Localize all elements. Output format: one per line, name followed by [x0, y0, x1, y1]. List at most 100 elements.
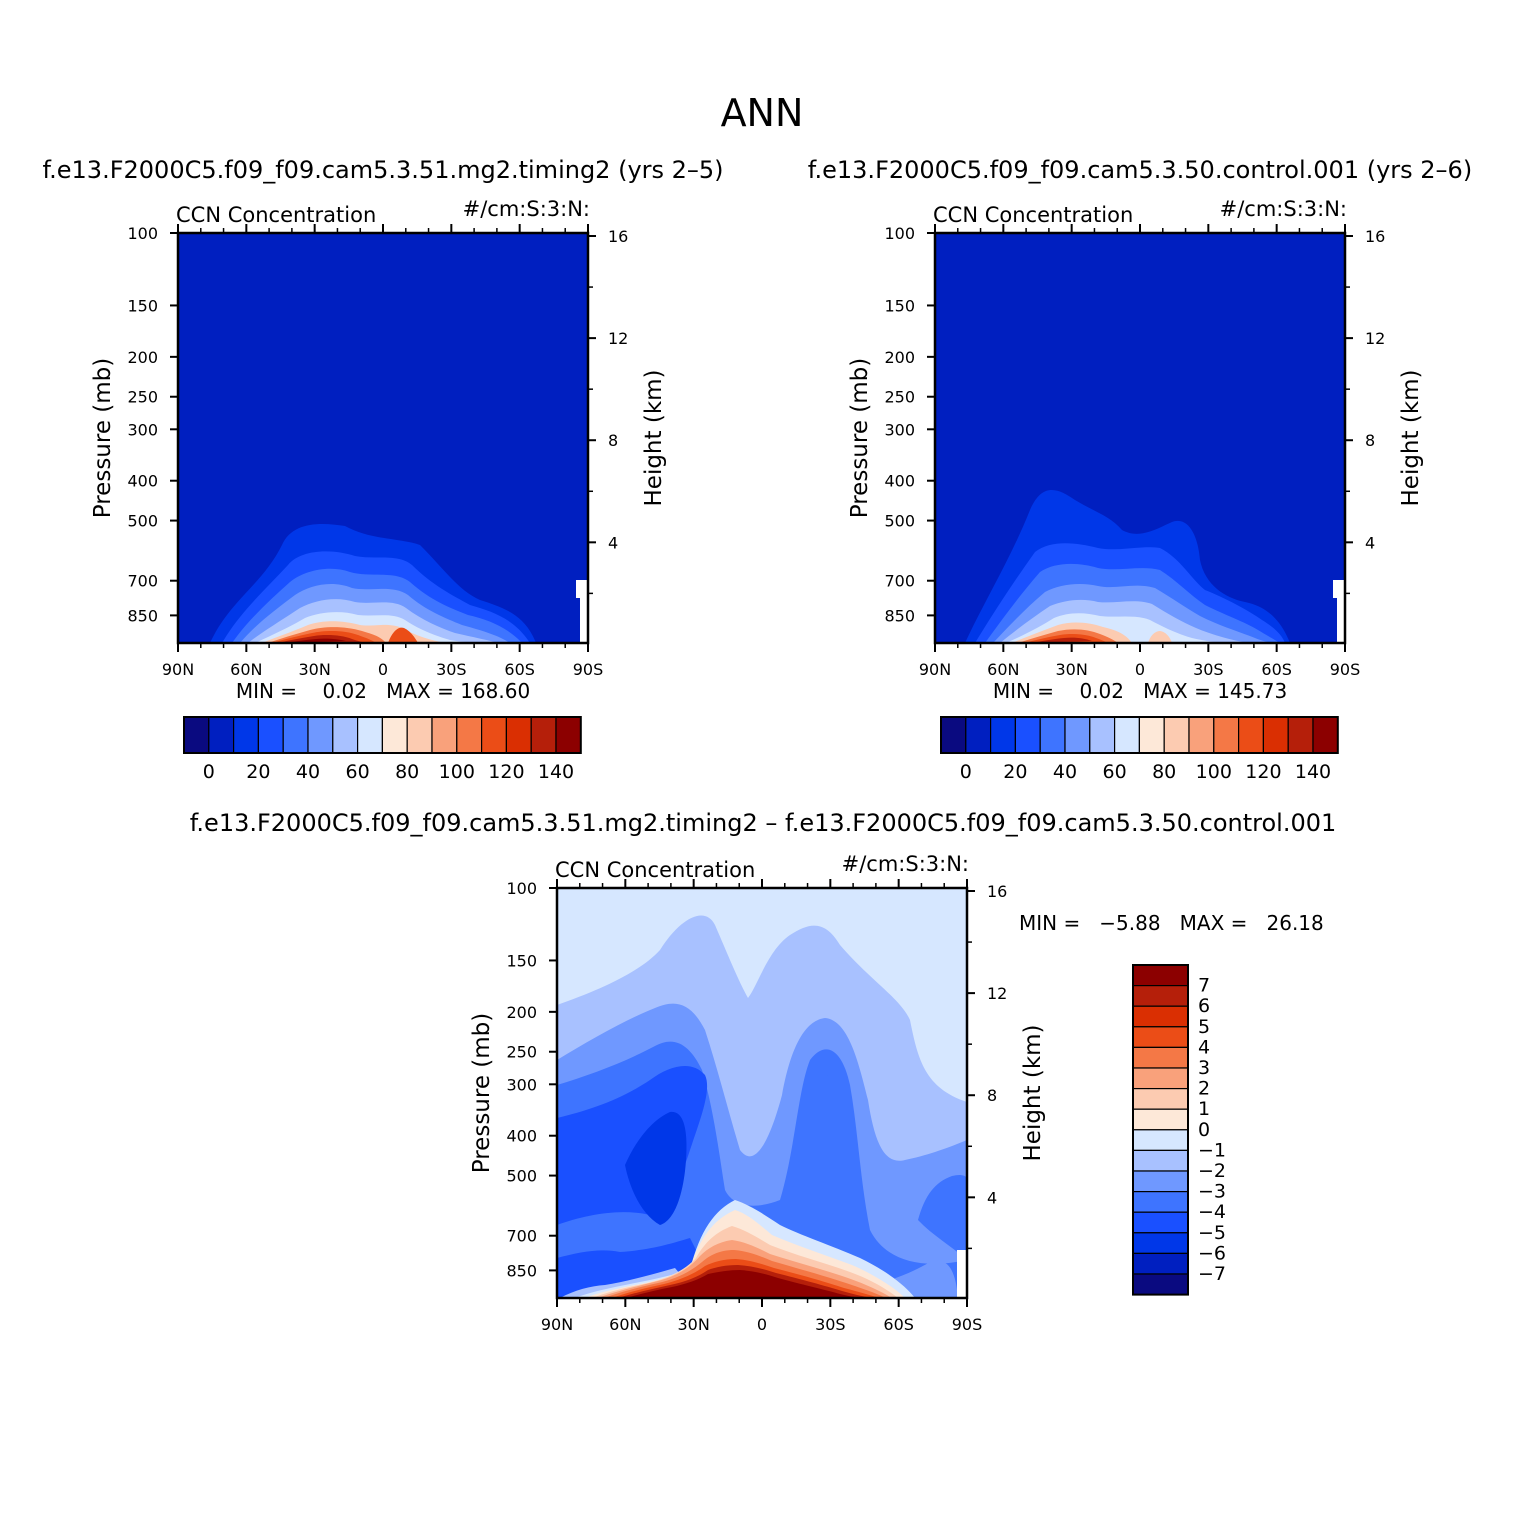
pressure-tick-label: 200	[506, 1003, 537, 1022]
colorbar-label: −7	[1198, 1263, 1226, 1285]
latitude-tick-label: 90N	[541, 1315, 573, 1334]
panel-control-stats: MIN = 0.02 MAX = 145.73	[993, 679, 1287, 703]
colorbar-swatch	[1237, 716, 1264, 754]
panel-model-axes: 100 150 200 250 300 400 500 700 850 16 12 8 4 90N 60N 3…	[127, 224, 628, 679]
colorbar-swatch	[1138, 716, 1165, 754]
colorbar-swatch	[1132, 1108, 1189, 1131]
latitude-tick-label: 60N	[987, 660, 1019, 679]
pressure-tick-label: 500	[884, 512, 915, 531]
page-title: ANN	[721, 91, 804, 135]
colorbar-label: 120	[1245, 761, 1281, 783]
latitude-tick-label: 30N	[678, 1315, 710, 1334]
panel-control-axes: 100 150 200 250 300 400 500 700 850 16 12 8 4 90N 60N 3…	[884, 224, 1385, 679]
colorbar-label: 2	[1198, 1078, 1210, 1100]
colorbar-swatch	[332, 716, 359, 754]
colorbar-swatch	[1312, 716, 1339, 754]
colorbar-label: 80	[1152, 761, 1176, 783]
latitude-tick-label: 0	[757, 1315, 767, 1334]
colorbar-swatch	[940, 716, 967, 754]
colorbar-swatch	[1089, 716, 1116, 754]
pressure-tick-label: 400	[506, 1127, 537, 1146]
colorbar-label: 0	[203, 761, 215, 783]
colorbar-swatch	[1132, 964, 1189, 987]
latitude-tick-label: 30N	[299, 660, 331, 679]
colorbar-label: −5	[1198, 1222, 1226, 1244]
colorbar-label: 0	[1198, 1119, 1210, 1141]
colorbar-swatch	[1039, 716, 1066, 754]
y-axis-left-label: Pressure (mb)	[469, 1013, 495, 1173]
colorbar-label: 0	[960, 761, 972, 783]
panel-difference-axes: 100 150 200 250 300 400 500 700 850 16 12 8 4 90N 60N 3…	[506, 879, 1007, 1334]
y-axis-right-label: Height (km)	[1398, 369, 1424, 506]
colorbar-swatch	[282, 716, 309, 754]
latitude-tick-label: 60N	[230, 660, 262, 679]
panel-model-right-string: #/cm:S:3:N:	[463, 197, 590, 221]
height-tick-label: 12	[608, 329, 628, 348]
contour-band	[1148, 631, 1172, 643]
colorbar-label: 80	[395, 761, 419, 783]
pressure-tick-label: 300	[506, 1075, 537, 1094]
pressure-tick-label: 150	[506, 951, 537, 970]
colorbar-label: 140	[1295, 761, 1331, 783]
panel-control-right-string: #/cm:S:3:N:	[1220, 197, 1347, 221]
colorbar-label: −3	[1198, 1181, 1226, 1203]
panel-model-left-string: CCN Concentration	[176, 203, 376, 227]
colorbar-frame	[1132, 964, 1189, 1296]
panel-control-contours	[965, 489, 1345, 643]
pressure-tick-label: 100	[506, 879, 537, 898]
latitude-tick-label: 60S	[504, 660, 535, 679]
colorbar-swatch	[989, 716, 1016, 754]
colorbar-frame	[183, 716, 582, 754]
colorbar-label: 40	[1053, 761, 1077, 783]
panel-difference-stats: MIN = −5.88 MAX = 26.18	[1019, 911, 1324, 935]
colorbar-label: −6	[1198, 1242, 1226, 1264]
colorbar-swatch	[307, 716, 334, 754]
contour-band	[625, 1111, 687, 1225]
panel-difference-right-string: #/cm:S:3:N:	[842, 852, 969, 876]
height-tick-label: 12	[1365, 329, 1385, 348]
colorbar-label: 7	[1198, 975, 1210, 997]
colorbar-frame	[940, 716, 1339, 754]
height-tick-label: 8	[608, 431, 618, 450]
height-tick-label: 12	[987, 984, 1007, 1003]
colorbar-swatch	[233, 716, 260, 754]
latitude-tick-label: 90N	[162, 660, 194, 679]
colorbar-swatch	[555, 716, 582, 754]
colorbar-label: −4	[1198, 1201, 1226, 1223]
colorbar-swatch	[1132, 1232, 1189, 1255]
colorbar-label: 6	[1198, 995, 1210, 1017]
height-tick-label: 16	[608, 227, 628, 246]
colorbar-swatch	[1132, 984, 1189, 1007]
colorbar-swatch	[406, 716, 433, 754]
latitude-tick-label: 60S	[1261, 660, 1292, 679]
colorbar-swatch	[1132, 1170, 1189, 1193]
colorbar-label: −1	[1198, 1139, 1226, 1161]
contour-band	[388, 627, 418, 643]
height-tick-label: 16	[1365, 227, 1385, 246]
y-axis-right-label: Height (km)	[1020, 1024, 1046, 1161]
colorbar-swatch	[1132, 1005, 1189, 1028]
pressure-tick-label: 150	[884, 296, 915, 315]
colorbar-swatch	[1132, 1149, 1189, 1172]
panel-difference-contours	[557, 915, 967, 1298]
pressure-tick-label: 250	[127, 388, 158, 407]
panel-model-colorbar: 0 20 40 60 80 100 120 140	[183, 716, 582, 783]
colorbar-swatch	[1163, 716, 1190, 754]
latitude-tick-label: 60N	[609, 1315, 641, 1334]
pressure-tick-label: 200	[884, 348, 915, 367]
latitude-tick-label: 0	[378, 660, 388, 679]
colorbar-swatch	[1132, 1273, 1189, 1296]
pressure-tick-label: 250	[884, 388, 915, 407]
colorbar-swatch	[1262, 716, 1289, 754]
colorbar-label: 20	[246, 761, 270, 783]
colorbar-swatch	[1064, 716, 1091, 754]
colorbar-swatch	[208, 716, 235, 754]
latitude-tick-label: 30S	[436, 660, 467, 679]
colorbar-swatch	[530, 716, 557, 754]
y-axis-left-label: Pressure (mb)	[847, 358, 873, 518]
panel-model-case-title: f.e13.F2000C5.f09_f09.cam5.3.51.mg2.timi…	[42, 156, 723, 184]
latitude-tick-label: 30S	[815, 1315, 846, 1334]
